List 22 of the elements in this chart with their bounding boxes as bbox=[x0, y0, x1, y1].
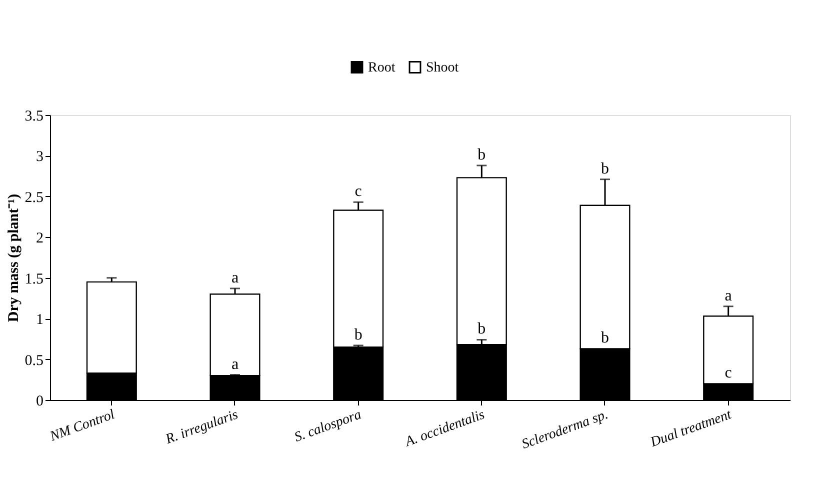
annotation: b bbox=[601, 330, 609, 347]
y-tick-label: 1 bbox=[36, 312, 44, 328]
annotation: b bbox=[478, 320, 486, 338]
y-tick-label: 0.5 bbox=[24, 352, 44, 369]
annotation: c bbox=[724, 364, 732, 382]
annotation: b bbox=[478, 146, 486, 164]
y-tick-label: 3 bbox=[36, 149, 44, 166]
legend-label: Shoot bbox=[426, 60, 459, 76]
annotation: c bbox=[354, 183, 362, 200]
annotation: b bbox=[601, 160, 609, 178]
x-tick-label: NM Control bbox=[47, 407, 117, 446]
y-tick-label: 3.5 bbox=[24, 108, 44, 124]
annotation: a bbox=[231, 356, 239, 373]
annotation: a bbox=[724, 287, 732, 304]
legend-label: Root bbox=[368, 60, 396, 76]
y-tick-label: 2.5 bbox=[24, 190, 44, 206]
y-tick-label: 2 bbox=[36, 230, 44, 247]
annotation: a bbox=[231, 269, 239, 286]
y-axis-title: Dry mass (g plant⁻¹) bbox=[6, 194, 22, 322]
y-tick-label: 1.5 bbox=[24, 271, 44, 288]
annotation: b bbox=[354, 326, 362, 344]
y-tick-label: 0 bbox=[36, 394, 44, 410]
